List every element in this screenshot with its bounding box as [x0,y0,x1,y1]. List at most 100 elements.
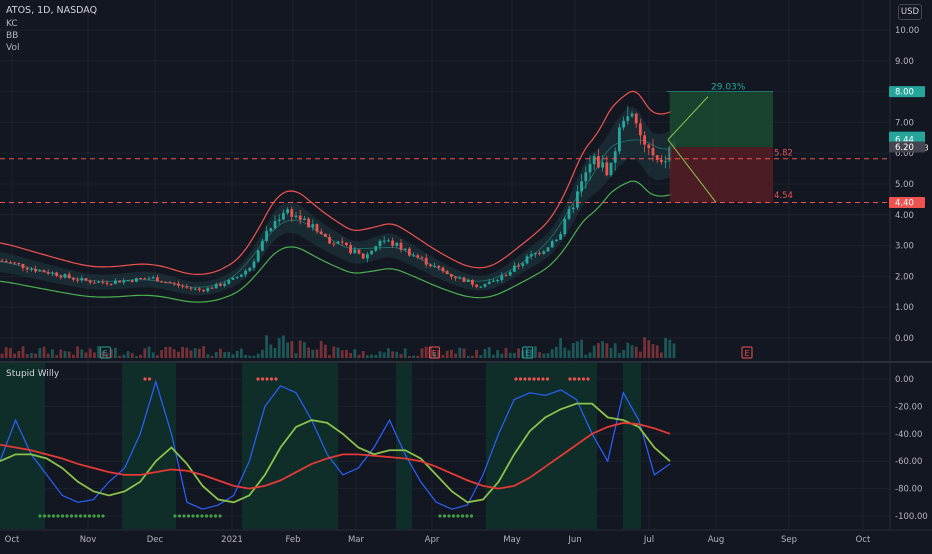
oscillator-title[interactable]: Stupid Willy [6,369,60,379]
candle-body [177,283,180,286]
indicator-bb[interactable]: BB [6,31,19,41]
volume-bar [151,352,155,358]
volume-bar [109,349,113,358]
volume-bar [160,349,163,358]
volume-bar [227,351,231,358]
position-layer[interactable]: 5.82 29.03% 4.54 [0,83,890,203]
volume-bar [508,352,512,358]
volume-bar [487,347,491,358]
volume-bar [122,354,126,358]
earnings-marker-label: E [744,349,749,358]
volume-bar [567,350,571,358]
osc-dot-green [38,514,42,518]
volume-bar [244,354,247,358]
volume-bar [513,352,516,358]
indicator-vol[interactable]: Vol [6,43,20,53]
osc-dot-red [536,377,541,381]
volume-bar [80,349,84,358]
volume-bar [655,345,659,358]
osc-tick-label: 0.00 [895,375,914,385]
volume-bar [630,345,634,358]
volume-bar [290,341,294,358]
indicator-kc[interactable]: KC [6,19,18,29]
volume-bar [639,351,642,358]
candle-body [130,280,134,282]
volume-bar [336,347,340,358]
candle-body [25,267,29,270]
volume-bar [223,352,226,358]
volume-bar [261,349,264,358]
candle-body [193,288,197,290]
volume-bar [265,335,268,358]
candle-body [555,239,558,242]
candle-body [298,215,302,220]
osc-dot-green [74,514,78,518]
price-tick-label: 0.00 [895,334,914,344]
volume-bar [177,351,180,358]
candle-body [584,172,588,182]
osc-dot-green [209,514,213,518]
osc-dot-green [213,514,218,518]
candle-body [412,255,415,257]
candle-body [235,276,239,278]
volume-bar [55,355,58,358]
symbol-title[interactable]: ATOS, 1D, NASDAQ [6,5,98,16]
candle-body [143,278,147,280]
candle-body [38,270,42,272]
position-stop-zone [669,147,773,203]
candle-body [634,113,638,124]
candle-body [34,268,37,272]
volume-bar [559,338,562,358]
volume-bar [496,350,499,358]
volume-bar [105,353,109,358]
candle-body [534,252,537,255]
candle-body [630,113,634,117]
volume-bar [462,348,466,358]
volume-bar [235,350,239,358]
candle-body [513,265,516,272]
osc-dot-green [60,514,65,518]
volume-bar [286,342,289,358]
volume-bar [324,344,327,358]
volume-bar [93,352,96,358]
currency-button[interactable]: USD [898,4,922,20]
candle-body [156,277,159,282]
volume-bar [84,352,88,358]
volume-bar [403,348,407,358]
volume-bar [643,337,646,358]
volume-bar [303,342,306,358]
candle-body [454,276,457,279]
position-target-zone [669,91,773,148]
volume-bar [412,355,415,358]
volume-bar [252,355,256,358]
time-tick-label: Jun [567,535,581,545]
volume-bar [139,354,142,358]
candle-body [17,263,21,265]
volume-bar [429,346,432,358]
candle-body [420,257,424,259]
candles-layer [0,105,676,293]
candle-body [51,272,54,274]
candle-body [437,265,441,268]
volume-bar [97,346,100,358]
candle-body [181,285,184,287]
candle-body [483,283,487,287]
price-tick-label: 9.00 [895,57,914,67]
osc-zone-3 [396,363,412,529]
candle-body [609,162,613,176]
candle-body [651,148,655,156]
osc-dot-red [260,377,265,381]
volume-bar [101,351,105,358]
volume-bar [349,353,352,358]
earnings-marker-label: E [525,349,530,358]
volume-bar [219,348,222,358]
candle-body [504,275,508,277]
price-label-box [889,196,925,208]
candle-body [618,127,621,152]
candle-body [4,260,8,263]
candle-body [307,218,310,228]
osc-dot-red [541,377,545,381]
time-tick-label: Oct [5,535,20,545]
